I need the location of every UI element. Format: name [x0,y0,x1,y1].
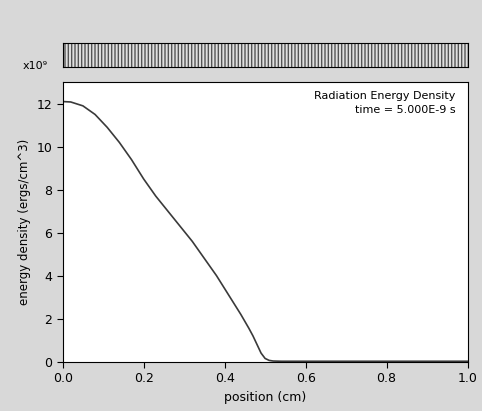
Text: Radiation Energy Density
time = 5.000E-9 s: Radiation Energy Density time = 5.000E-9… [314,90,455,115]
X-axis label: position (cm): position (cm) [224,390,306,404]
Bar [63,43,468,67]
Y-axis label: energy density (ergs/cm^3): energy density (ergs/cm^3) [18,139,31,305]
Bar [63,43,468,67]
Text: x10⁹: x10⁹ [22,61,47,71]
